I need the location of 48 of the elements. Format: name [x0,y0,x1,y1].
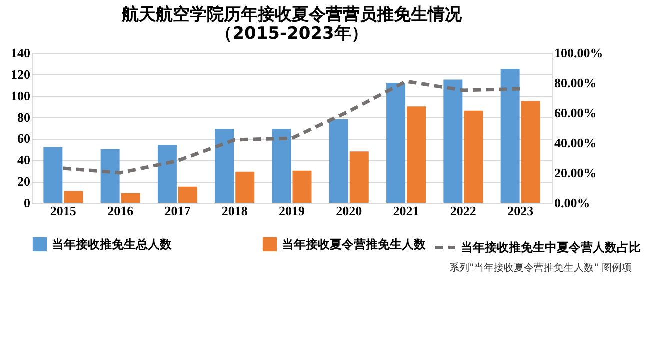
y-tick-label: 120 [11,66,30,82]
x-tick-label: 2018 [222,204,248,218]
bar [329,119,348,203]
bar [444,80,463,203]
bar [464,110,484,203]
bar [292,170,312,203]
legend-label: 当年接收夏令营推免生人数 [282,237,427,252]
y2-tick-label: 20.00% [554,166,597,180]
bar [350,152,369,203]
y-tick-label: 80 [18,110,30,125]
bar [407,106,426,203]
x-tick-label: 2021 [393,204,420,218]
bar [500,69,520,203]
legend-label: 当年接收推免生总人数 [52,237,173,252]
bar [215,129,234,203]
y2-tick-label: 60.00% [554,106,597,120]
bar [121,193,140,203]
y-tick-label: 100 [11,88,30,104]
bar [272,129,292,203]
y-tick-label: 60 [18,131,30,146]
y2-tick-label: 40.00% [554,136,597,150]
bar [386,83,406,203]
y-tick-label: 20 [18,174,30,190]
y-tick-label: 40 [18,152,30,168]
line-series [62,80,522,175]
bar [64,191,84,203]
y-tick-label: 0 [24,196,30,210]
legend-label: 当年接收推免生中夏令营人数占比 [461,240,641,254]
bar [236,172,255,203]
text: 航天航空学院历年接收夏令营营员推免生情况 [122,5,462,25]
text: 系列"当年接收夏令营推免生人数" 图例项 [450,262,632,274]
bar [44,147,63,203]
y-tick-label: 140 [11,46,30,60]
x-tick-label: 2017 [164,204,192,218]
x-tick-label: 2016 [108,204,134,218]
bar [521,101,540,203]
x-tick-label: 2020 [336,204,362,218]
x-tick-label: 2019 [279,204,306,218]
x-tick-label: 2023 [508,204,534,218]
bar [178,186,198,203]
text: （2015-2023年） [216,24,368,44]
y2-tick-label: 80.00% [554,76,597,90]
x-tick-label: 2015 [50,204,77,218]
y2-tick-label: 100.00% [554,46,604,60]
bar [100,149,120,203]
bar [158,145,177,203]
y2-tick-label: 0.00% [554,196,590,210]
x-tick-label: 2022 [450,204,476,218]
